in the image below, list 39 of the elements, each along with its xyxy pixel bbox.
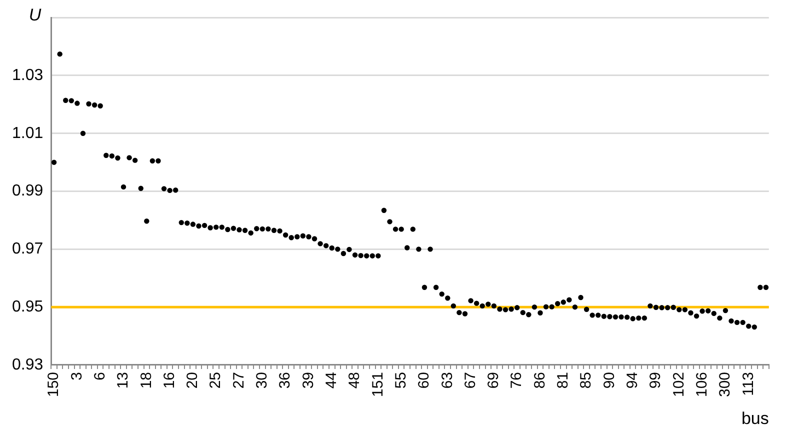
x-tick-label: 3: [68, 372, 86, 380]
x-tick-label: 6: [91, 372, 108, 380]
x-tick-label: 151: [369, 372, 386, 398]
x-tick-label: 30: [254, 372, 271, 389]
x-tick-label: 18: [138, 372, 155, 389]
x-tick-label: 106: [693, 372, 710, 398]
y-tick-label: 1.01: [12, 124, 44, 142]
x-tick-label: 27: [230, 372, 248, 389]
x-tick-label: 63: [438, 372, 456, 389]
x-tick-label: 39: [300, 372, 317, 389]
x-tick-label: 94: [624, 372, 641, 389]
x-tick-label: 300: [716, 372, 734, 398]
x-tick-label: 102: [670, 372, 688, 398]
x-tick-label: 16: [160, 372, 178, 389]
x-tick-label: 81: [554, 372, 572, 389]
y-tick-label: 0.97: [12, 240, 44, 258]
y-axis-title: U: [28, 5, 42, 24]
x-tick-label: 44: [323, 372, 340, 389]
x-tick-label: 55: [392, 372, 410, 389]
x-tick-label: 86: [531, 372, 548, 389]
x-tick-label: 13: [114, 372, 132, 389]
x-tick-label: 69: [485, 372, 502, 389]
x-tick-label: 90: [600, 372, 618, 389]
x-tick-label: 113: [740, 372, 757, 396]
x-tick-label: 48: [346, 372, 364, 389]
x-tick-label: 36: [276, 372, 294, 389]
x-axis-title: bus: [741, 409, 769, 428]
y-tick-label: 0.93: [12, 356, 44, 374]
x-tick-label: 85: [578, 372, 595, 389]
x-tick-label: 67: [462, 372, 479, 389]
y-tick-label: 1.03: [12, 66, 44, 84]
x-tick-label: 25: [207, 372, 224, 389]
y-tick-label: 0.99: [12, 182, 44, 200]
x-tick-label: 76: [508, 372, 526, 389]
x-tick-label: 20: [184, 372, 202, 389]
x-tick-label: 60: [416, 372, 433, 389]
x-tick-label: 99: [647, 372, 664, 389]
x-tick-label: 150: [45, 372, 62, 398]
y-tick-label: 0.95: [12, 298, 44, 316]
